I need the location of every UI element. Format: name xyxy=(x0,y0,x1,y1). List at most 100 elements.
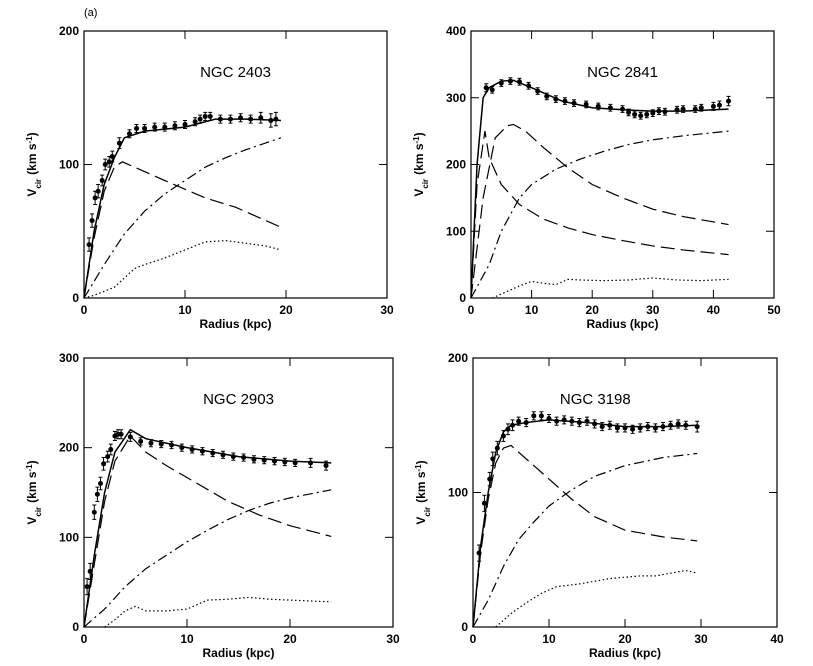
data-point xyxy=(599,424,605,430)
x-tick-label: 30 xyxy=(386,632,400,646)
y-tick-label: 200 xyxy=(59,441,79,455)
x-axis-label: Radius (kpc) xyxy=(586,317,658,331)
y-tick-label: 100 xyxy=(59,530,79,544)
model-curve xyxy=(83,489,332,628)
data-point xyxy=(644,111,650,117)
y-axis-label: Vcir (km s-1) xyxy=(25,460,43,524)
data-point xyxy=(106,159,112,165)
y-tick-label: 100 xyxy=(448,486,468,500)
chart-title: NGC 3198 xyxy=(560,391,631,408)
model-curve xyxy=(83,118,281,299)
y-tick-label: 0 xyxy=(72,291,79,305)
data-point xyxy=(308,460,314,466)
model-curve xyxy=(83,428,332,628)
model-curve xyxy=(104,596,332,628)
data-point xyxy=(323,463,329,469)
data-point xyxy=(710,103,716,109)
x-axis-label: Radius (kpc) xyxy=(199,317,271,331)
x-tick-label: 10 xyxy=(180,632,194,646)
model-curve xyxy=(472,444,698,628)
data-point xyxy=(101,461,107,467)
y-tick-label: 200 xyxy=(59,24,79,38)
data-point xyxy=(89,218,95,224)
y-tick-label: 100 xyxy=(446,224,466,238)
panel-label: (a) xyxy=(84,7,97,19)
x-tick-label: 40 xyxy=(707,303,721,317)
y-axis-label-part: (km s xyxy=(414,471,428,503)
data-point xyxy=(716,102,722,108)
y-tick-label: 300 xyxy=(59,351,79,365)
x-tick-label: 20 xyxy=(279,303,293,317)
data-point xyxy=(207,113,213,119)
x-tick-label: 20 xyxy=(586,303,600,317)
data-point xyxy=(138,438,144,444)
y-axis-label: Vcir (km s-1) xyxy=(412,132,430,196)
y-axis-label-part: -1 xyxy=(25,464,34,472)
data-point xyxy=(614,425,620,431)
y-axis-label-part: V xyxy=(414,517,428,525)
y-axis-label-part: V xyxy=(25,517,39,525)
x-tick-label: 40 xyxy=(770,632,784,646)
data-point xyxy=(109,153,115,159)
y-axis-label-part: (km s xyxy=(25,143,39,175)
data-point xyxy=(84,584,90,590)
model-curve xyxy=(470,130,729,299)
y-axis-label-part: (km s xyxy=(25,471,39,503)
x-tick-label: 30 xyxy=(646,303,660,317)
data-point xyxy=(118,431,124,437)
data-point xyxy=(638,113,644,119)
data-point xyxy=(489,87,495,93)
data-point xyxy=(630,426,636,432)
chart-title: NGC 2403 xyxy=(200,64,271,81)
data-point xyxy=(698,105,704,111)
data-point xyxy=(102,162,108,167)
data-point xyxy=(675,421,681,427)
x-axis-label: Radius (kpc) xyxy=(589,646,661,660)
y-axis-label-part: cir xyxy=(34,179,43,189)
data-point xyxy=(142,125,148,131)
data-point xyxy=(481,500,487,506)
model-curve xyxy=(83,161,282,299)
x-tick-label: 10 xyxy=(525,303,539,317)
model-curve xyxy=(470,79,729,299)
data-point xyxy=(97,481,103,487)
model-curve xyxy=(472,452,698,628)
data-point xyxy=(108,446,114,452)
y-tick-label: 0 xyxy=(461,620,468,634)
y-tick-label: 200 xyxy=(448,351,468,365)
data-point xyxy=(99,178,105,184)
y-axis-label-part: V xyxy=(25,189,39,197)
model-curve xyxy=(83,137,282,299)
data-point xyxy=(626,109,632,115)
y-tick-label: 200 xyxy=(446,158,466,172)
data-point xyxy=(650,110,656,116)
x-tick-label: 0 xyxy=(81,303,88,317)
y-axis-label-part: (km s xyxy=(412,143,426,175)
x-tick-label: 10 xyxy=(542,632,556,646)
x-tick-label: 30 xyxy=(380,303,394,317)
data-point xyxy=(538,413,544,419)
model-curve xyxy=(83,435,332,628)
chart-title: NGC 2841 xyxy=(587,64,658,81)
x-tick-label: 0 xyxy=(470,632,477,646)
x-tick-label: 50 xyxy=(767,303,781,317)
data-point xyxy=(632,111,638,117)
y-axis-label-part: ) xyxy=(414,460,428,464)
y-tick-label: 300 xyxy=(446,91,466,105)
model-curve xyxy=(470,123,729,299)
y-axis-label-part: -1 xyxy=(414,464,423,472)
y-tick-label: 400 xyxy=(446,24,466,38)
data-point xyxy=(95,188,101,194)
data-point xyxy=(505,426,511,432)
data-point xyxy=(152,124,158,130)
y-axis-label-part: ) xyxy=(25,460,39,464)
model-curve xyxy=(491,277,729,299)
y-axis-label-part: -1 xyxy=(412,136,421,144)
x-tick-label: 20 xyxy=(618,632,632,646)
y-axis-label-part: -1 xyxy=(25,136,34,144)
data-point xyxy=(94,491,100,497)
y-axis-label: Vcir (km s-1) xyxy=(414,460,432,524)
y-tick-label: 100 xyxy=(59,158,79,172)
